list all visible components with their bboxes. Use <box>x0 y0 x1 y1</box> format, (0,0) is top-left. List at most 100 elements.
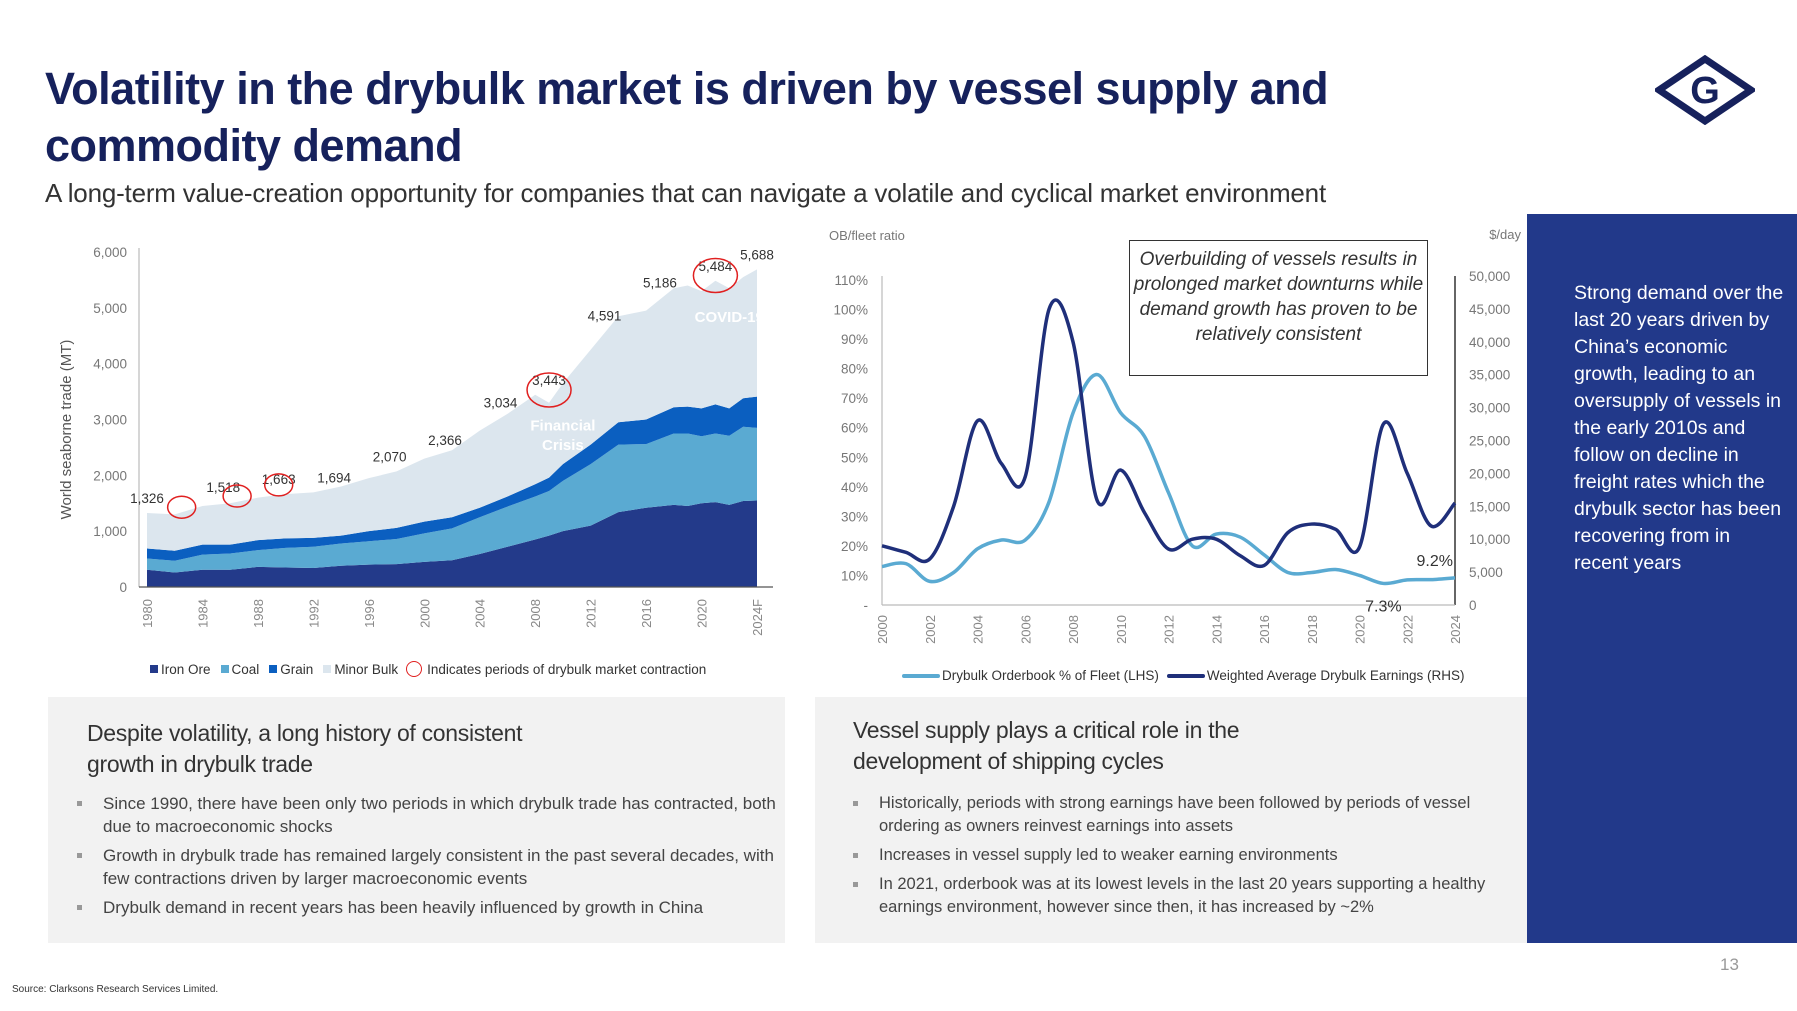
x-tick-label: 2002 <box>923 615 938 644</box>
bullet-text: Increases in vessel supply led to weaker… <box>879 846 1338 864</box>
bullet-icon <box>77 801 82 806</box>
left-y-tick-label: 40% <box>841 480 868 495</box>
left-y-tick-label: 110% <box>834 273 868 288</box>
chart-annotation-box: Overbuilding of vessels results in prolo… <box>1129 240 1428 376</box>
x-tick-label: 2000 <box>875 615 890 644</box>
right-info-box <box>815 697 1527 943</box>
x-tick-label: 2024 <box>1448 615 1463 644</box>
svg-text:G: G <box>1690 70 1720 112</box>
chart-annotation: COVID-19 <box>695 309 764 326</box>
left-y-tick-label: 90% <box>841 332 868 347</box>
right-y-tick-label: 50,000 <box>1469 269 1510 284</box>
area-coal <box>147 426 757 573</box>
right-y-tick-label: 45,000 <box>1469 302 1510 317</box>
side-panel-text: Strong demand over the last 20 years dri… <box>1574 282 1784 574</box>
legend-line-earnings <box>1166 673 1205 678</box>
data-label: 2,070 <box>373 449 407 464</box>
area-minor-bulk <box>147 269 757 551</box>
left-box-heading: Despite volatility, a long history of co… <box>87 720 523 777</box>
contraction-circle <box>222 484 252 508</box>
x-tick-label: 2012 <box>1162 615 1177 644</box>
left-y-tick-label: 100% <box>833 303 868 318</box>
y-tick-label: 4,000 <box>93 357 127 372</box>
left-box-bullets: Since 1990, there have been only two per… <box>77 792 777 925</box>
page-number: 13 <box>1720 955 1739 974</box>
x-tick-label: 2018 <box>1305 615 1320 644</box>
x-tick-label: 2022 <box>1400 615 1415 644</box>
x-tick-label: 2016 <box>1257 615 1272 644</box>
data-label: 3,034 <box>484 396 518 411</box>
legend-swatch-grain <box>269 665 278 673</box>
bullet-icon <box>77 853 82 858</box>
bullet-icon <box>853 801 858 806</box>
bullet-icon <box>77 905 82 910</box>
bullet-text: Growth in drybulk trade has remained lar… <box>103 846 774 888</box>
x-tick-label: 2006 <box>1018 615 1033 644</box>
x-tick-label: 2010 <box>1114 615 1129 644</box>
right-axis-title: $/day <box>1489 227 1521 242</box>
data-label: 4,591 <box>588 309 622 324</box>
left-y-tick-label: 80% <box>841 362 868 377</box>
page-title: Volatility in the drybulk market is driv… <box>45 63 1329 171</box>
chart2-legend: Drybulk Orderbook % of Fleet (LHS) Weigh… <box>902 668 1464 683</box>
x-tick-label: 2004 <box>473 599 488 628</box>
contraction-circle-icon <box>406 661 423 677</box>
legend-grain: Grain <box>280 661 314 677</box>
legend-minor-bulk: Minor Bulk <box>334 661 399 677</box>
x-tick-label: 2004 <box>971 615 986 644</box>
company-logo: G <box>1655 55 1755 125</box>
data-label: 5,484 <box>699 259 733 274</box>
bullet-text: Since 1990, there have been only two per… <box>103 794 776 836</box>
chart-annotation: Financial <box>530 418 595 435</box>
x-tick-label: 2020 <box>1353 615 1368 644</box>
right-box-heading: Vessel supply plays a critical role in t… <box>853 717 1240 774</box>
y-tick-label: 3,000 <box>93 413 127 428</box>
legend-orderbook: Drybulk Orderbook % of Fleet (LHS) <box>942 668 1159 683</box>
contraction-circle <box>263 473 294 497</box>
right-y-tick-label: 10,000 <box>1469 532 1510 547</box>
seaborne-trade-chart: 0 1,000 2,000 3,000 4,000 5,000 6,000 1980 1984 1… <box>58 245 774 636</box>
x-tick-label: 1988 <box>251 599 266 628</box>
right-y-tick-label: 30,000 <box>1469 401 1510 416</box>
contraction-circle <box>166 495 197 519</box>
right-box-bullets: Historically, periods with strong earnin… <box>853 792 1521 925</box>
y-tick-label: 6,000 <box>93 245 127 260</box>
contraction-circle <box>692 257 739 294</box>
x-tick-label: 1996 <box>362 599 377 628</box>
data-label: 9.2% <box>1417 553 1453 570</box>
left-y-tick-label: 50% <box>841 450 868 465</box>
x-tick-label: 2012 <box>584 599 599 628</box>
legend-contraction-note: Indicates periods of drybulk market cont… <box>427 661 707 677</box>
x-tick-label: 2020 <box>695 599 710 628</box>
bullet-item: In 2021, orderbook was at its lowest lev… <box>853 873 1521 919</box>
legend-swatch-iron-ore <box>150 665 158 673</box>
right-y-tick-label: 25,000 <box>1469 434 1510 449</box>
area-grain <box>147 396 757 561</box>
data-label: 5,688 <box>740 247 774 262</box>
source-note: Source: Clarksons Research Services Limi… <box>12 984 219 995</box>
bullet-item: Increases in vessel supply led to weaker… <box>853 844 1521 867</box>
right-y-tick-label: 5,000 <box>1469 565 1503 580</box>
bullet-item: Growth in drybulk trade has remained lar… <box>77 844 777 890</box>
x-tick-label: 2000 <box>417 599 432 628</box>
area-iron-ore <box>147 500 757 587</box>
bullet-item: Since 1990, there have been only two per… <box>77 792 777 838</box>
left-axis-title: OB/fleet ratio <box>829 228 905 243</box>
chart1-legend: Iron Ore Coal Grain Minor Bulk Indicates… <box>150 661 706 677</box>
x-tick-label: 1992 <box>306 599 321 628</box>
y-tick-label: 2,000 <box>93 468 127 483</box>
right-y-tick-label: 40,000 <box>1469 335 1510 350</box>
bullet-icon <box>853 882 858 887</box>
x-tick-label: 2014 <box>1209 615 1224 644</box>
legend-earnings: Weighted Average Drybulk Earnings (RHS) <box>1206 668 1465 683</box>
bullet-text: Drybulk demand in recent years has been … <box>103 898 704 917</box>
legend-iron-ore: Iron Ore <box>161 661 211 677</box>
data-label: 3,443 <box>532 373 566 388</box>
right-y-tick-label: 15,000 <box>1469 499 1510 514</box>
legend-coal: Coal <box>231 661 260 677</box>
left-y-tick-label: 20% <box>841 539 868 554</box>
x-tick-label: 2016 <box>639 599 654 628</box>
bullet-text: In 2021, orderbook was at its lowest lev… <box>879 875 1486 916</box>
right-y-tick-label: 20,000 <box>1469 466 1510 481</box>
left-y-tick-label: 60% <box>841 421 868 436</box>
